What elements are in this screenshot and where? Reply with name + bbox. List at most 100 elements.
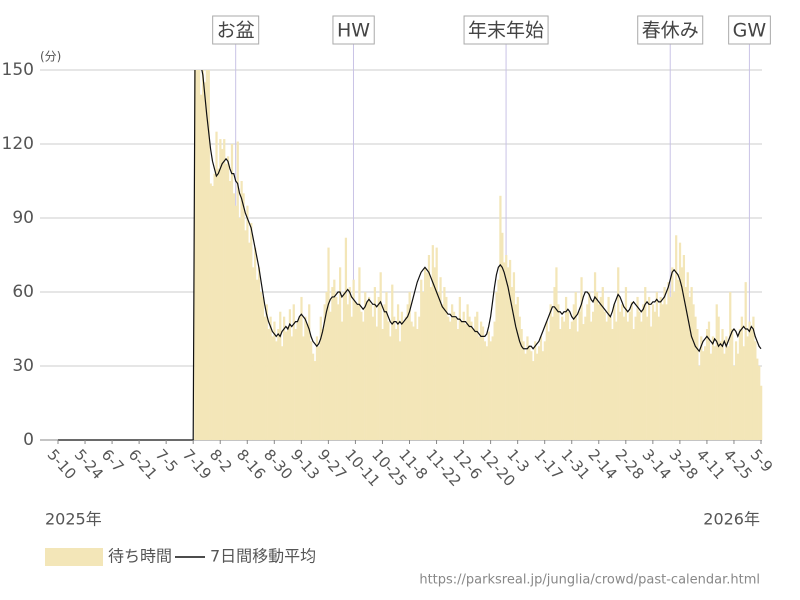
bar <box>476 311 479 440</box>
bar <box>451 304 454 440</box>
bar <box>636 296 639 440</box>
bar <box>422 292 425 440</box>
bar <box>479 321 483 440</box>
bar <box>632 329 635 440</box>
bar <box>512 272 516 440</box>
bar <box>655 292 658 440</box>
bar <box>634 316 637 440</box>
bar <box>711 336 714 440</box>
bar <box>750 329 753 440</box>
bar <box>398 341 402 440</box>
annotation-box <box>212 15 260 45</box>
annotation-label: 春休み <box>642 20 699 42</box>
bar <box>275 341 278 440</box>
bar <box>620 304 624 440</box>
bar <box>663 287 666 440</box>
bar <box>580 277 583 440</box>
bar <box>638 311 641 440</box>
bar <box>578 311 581 440</box>
bar <box>626 321 630 440</box>
bar <box>360 311 363 440</box>
bar <box>696 329 699 440</box>
bar <box>300 296 303 440</box>
bar <box>273 321 276 440</box>
bar <box>350 316 353 440</box>
bar <box>725 336 728 440</box>
bar <box>348 287 351 440</box>
bar <box>564 296 568 440</box>
bar <box>437 292 440 440</box>
bar <box>653 311 657 440</box>
bar <box>373 287 377 440</box>
bar <box>520 329 523 440</box>
bar <box>508 259 512 440</box>
bar <box>329 311 332 440</box>
bar <box>447 316 450 440</box>
bar <box>418 316 421 440</box>
bar <box>536 353 539 440</box>
bar <box>478 336 481 440</box>
bar <box>754 341 757 440</box>
x-tick-label: 1-17 <box>530 446 566 483</box>
bar <box>678 242 682 440</box>
bar <box>595 292 599 440</box>
bar <box>682 255 686 440</box>
bar <box>335 296 338 440</box>
x-tick-label: 2-14 <box>584 446 620 483</box>
bar <box>510 287 514 440</box>
bar <box>261 296 264 440</box>
bar <box>315 336 319 440</box>
bar <box>605 321 608 440</box>
bar <box>391 284 394 440</box>
annotation-label: HW <box>337 20 370 42</box>
bar <box>559 329 562 440</box>
bar <box>593 272 597 440</box>
bar <box>588 292 591 440</box>
bar <box>306 324 309 440</box>
bar <box>215 131 218 440</box>
bar <box>601 287 604 440</box>
bar <box>271 336 274 440</box>
bar <box>514 304 517 440</box>
bar <box>400 311 404 440</box>
bar <box>539 336 543 440</box>
bar <box>354 301 357 440</box>
bar <box>680 267 684 440</box>
x-tick-label: 9-27 <box>314 446 350 483</box>
bar <box>331 287 334 440</box>
bar <box>537 346 541 440</box>
bar <box>481 326 485 440</box>
bar <box>298 316 301 440</box>
x-tick-label: 5-10 <box>44 446 80 483</box>
bar <box>734 341 738 440</box>
bar <box>744 282 747 440</box>
bar <box>516 296 519 440</box>
bar <box>319 316 322 440</box>
bar <box>356 304 359 440</box>
bar <box>586 304 589 440</box>
bar <box>321 329 324 440</box>
bar <box>694 316 697 440</box>
annotation-label: 年末年始 <box>468 20 544 42</box>
bar <box>339 267 342 440</box>
bar <box>628 311 631 440</box>
bar <box>526 336 529 440</box>
bar <box>651 304 655 440</box>
bar <box>644 287 647 440</box>
bar <box>308 304 311 440</box>
bar <box>381 329 384 440</box>
bar <box>648 296 651 440</box>
bar <box>263 316 266 440</box>
bar <box>518 316 521 440</box>
bar <box>568 329 572 440</box>
bar <box>387 321 390 440</box>
bar <box>731 329 734 440</box>
bar <box>727 346 730 440</box>
bar <box>265 304 268 440</box>
bar <box>495 292 498 440</box>
bar <box>466 304 469 440</box>
bar <box>501 232 504 440</box>
bar <box>423 267 427 440</box>
bar <box>547 331 550 440</box>
y-tick-label: 90 <box>12 208 34 228</box>
